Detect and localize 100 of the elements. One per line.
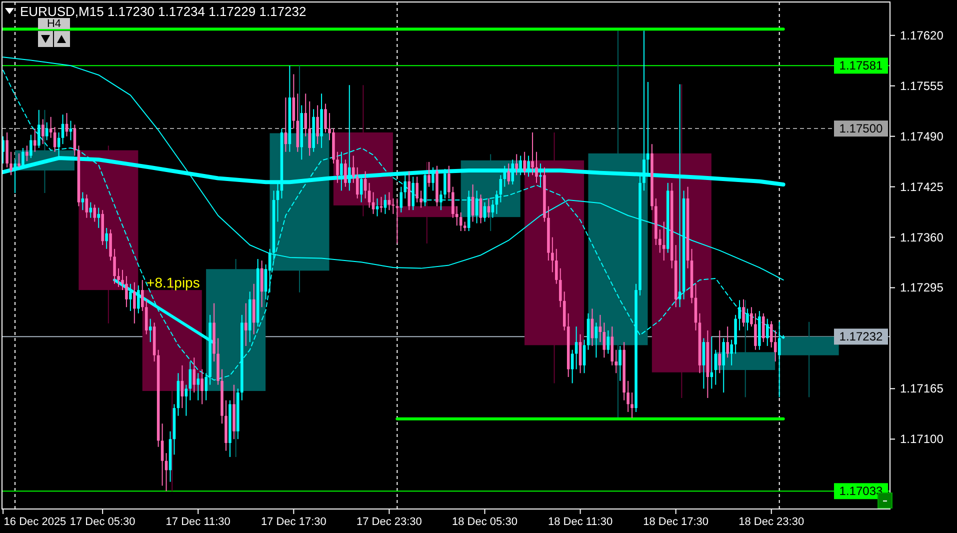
candlestick <box>770 320 773 348</box>
ref-line-label: 1.17500 <box>839 122 884 136</box>
y-tick-label: 1.17425 <box>900 180 944 194</box>
x-tick-label: 17 Dec 05:30 <box>70 516 136 528</box>
candlestick <box>89 202 92 218</box>
candlestick <box>85 194 88 218</box>
candlestick <box>614 349 618 374</box>
candlestick <box>148 318 152 343</box>
candlestick <box>292 74 296 130</box>
candlestick <box>49 116 52 138</box>
annotation: +8.1pips <box>146 274 200 291</box>
candlestick <box>384 194 387 214</box>
candlestick <box>113 248 116 284</box>
candlestick <box>558 268 562 308</box>
candlestick <box>487 198 490 218</box>
y-tick-label: 1.17295 <box>900 280 944 295</box>
candlestick <box>662 221 666 262</box>
candlestick <box>129 283 132 312</box>
candlestick <box>738 300 741 331</box>
candlestick <box>578 334 582 374</box>
candlestick <box>6 132 8 168</box>
candlestick <box>766 318 769 346</box>
candlestick <box>18 152 20 168</box>
candlestick <box>41 118 44 145</box>
candlestick <box>626 380 630 412</box>
candlestick <box>491 199 494 218</box>
candlestick <box>535 151 538 184</box>
x-tick-label: 18 Dec 23:30 <box>738 516 804 528</box>
candlestick <box>463 221 466 232</box>
ref-line-label: 1.17581 <box>839 58 884 73</box>
candlestick <box>440 190 442 211</box>
candlestick <box>344 159 347 188</box>
candlestick <box>428 161 430 188</box>
candlestick <box>10 151 12 176</box>
candlestick <box>304 93 307 137</box>
candlestick <box>196 372 200 401</box>
candlestick <box>702 338 706 390</box>
candlestick <box>452 186 454 218</box>
candlestick <box>308 100 311 156</box>
candlestick <box>507 162 510 185</box>
y-tick-label: 1.17100 <box>900 432 944 446</box>
candlestick <box>718 330 722 374</box>
y-tick-label: 1.17620 <box>900 28 944 42</box>
candlestick <box>30 134 32 159</box>
candlestick <box>324 103 327 133</box>
candlestick <box>630 392 634 419</box>
x-tick-label: 17 Dec 11:30 <box>166 516 230 528</box>
candlestick <box>81 192 84 211</box>
chart-title: EURUSD,M15 1.17230 1.17234 1.17229 1.17232 <box>20 4 306 19</box>
candlestick <box>316 104 319 145</box>
candlestick <box>336 151 339 184</box>
candlestick <box>97 207 100 228</box>
candlestick <box>376 198 379 217</box>
x-tick-label: 17 Dec 23:30 <box>356 516 422 528</box>
candlestick <box>455 206 458 226</box>
candlestick <box>726 326 729 358</box>
candlestick <box>133 282 136 324</box>
candlestick <box>38 109 40 148</box>
candlestick <box>746 308 749 331</box>
candlestick <box>144 298 148 335</box>
candlestick <box>483 202 486 222</box>
candlestick <box>34 128 36 152</box>
candlestick <box>244 302 248 346</box>
candlestick <box>750 306 753 328</box>
candlestick <box>368 182 371 208</box>
candlestick <box>618 345 622 382</box>
candlestick <box>730 339 733 366</box>
candlestick <box>73 124 76 156</box>
candlestick <box>184 384 188 416</box>
candlestick <box>714 349 718 386</box>
candlestick <box>515 154 518 176</box>
candlestick <box>137 284 140 314</box>
candlestick <box>180 364 184 409</box>
y-tick-label: 1.17490 <box>900 129 944 144</box>
candlestick <box>416 176 418 203</box>
y-tick-label: 1.17165 <box>900 382 944 396</box>
ref-line-label: 1.17232 <box>839 330 884 344</box>
candlestick <box>61 114 64 145</box>
y-tick-label: 1.17360 <box>900 230 944 244</box>
candlestick <box>117 268 120 288</box>
candlestick <box>448 165 450 199</box>
candlestick <box>722 338 725 394</box>
candlestick <box>499 174 502 203</box>
x-tick-label: 18 Dec 05:30 <box>452 516 518 528</box>
candlestick <box>762 312 765 343</box>
candlestick <box>459 212 462 232</box>
candlestick <box>582 339 586 374</box>
candlestick <box>606 330 610 354</box>
candlestick <box>26 145 28 162</box>
x-tick-label: 18 Dec 17:30 <box>643 516 709 528</box>
candlestick <box>45 122 48 141</box>
x-tick-label: 18 Dec 11:30 <box>548 516 613 528</box>
candlestick <box>420 190 422 208</box>
candlestick <box>551 236 554 273</box>
candlestick <box>93 204 96 222</box>
candlestick <box>392 198 395 214</box>
candlestick <box>380 196 383 213</box>
candlestick <box>523 151 526 176</box>
annotation: H4 <box>46 18 62 30</box>
candlestick <box>754 312 757 350</box>
